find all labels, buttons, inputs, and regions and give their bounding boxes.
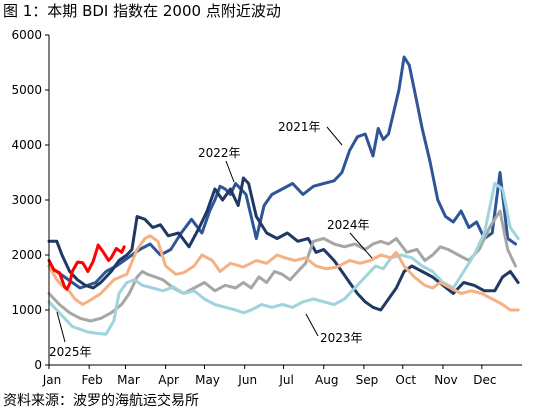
series-labels: 2025年 2024年 2023年 2022年 2021年 xyxy=(49,120,373,359)
x-tick-label: Nov xyxy=(434,373,457,387)
series-line-1 xyxy=(47,234,520,312)
x-tick-label: Jun xyxy=(237,373,257,387)
series-label: 2021年 xyxy=(278,120,321,134)
x-tick-label: Dec xyxy=(473,373,496,387)
x-tick-label: Jul xyxy=(278,373,293,387)
series-line-2 xyxy=(47,182,520,336)
series-label: 2025年 xyxy=(49,345,92,359)
y-tick-label: 4000 xyxy=(11,138,42,152)
source-note: 资料来源：波罗的海航运交易所 xyxy=(3,393,199,409)
series-line-5 xyxy=(47,55,517,290)
x-tick-label: Feb xyxy=(82,373,103,387)
x-tick-label: Mar xyxy=(117,373,140,387)
series-line-3 xyxy=(47,209,517,323)
series-line-4 xyxy=(47,176,520,312)
series-label: 2024年 xyxy=(327,218,370,232)
y-tick-label: 3000 xyxy=(11,193,42,207)
leader-line xyxy=(305,313,319,337)
y-tick-label: 5000 xyxy=(11,83,42,97)
series-lines xyxy=(47,55,520,336)
x-tick-label: Oct xyxy=(395,373,416,387)
y-tick-label: 2000 xyxy=(11,248,42,262)
x-tick-label: Aug xyxy=(315,373,338,387)
axes: 0 1000 2000 3000 4000 5000 6000 Jan Feb Mar Apr May… xyxy=(11,28,522,387)
chart-title: 图 1：本期 BDI 指数在 2000 点附近波动 xyxy=(3,2,281,20)
x-tick-label: May xyxy=(195,373,220,387)
series-line-0 xyxy=(47,243,126,291)
y-tick-label: 6000 xyxy=(11,28,42,42)
leader-line xyxy=(56,311,66,343)
series-label: 2022年 xyxy=(198,146,241,160)
leader-line xyxy=(326,126,343,146)
leader-line xyxy=(349,232,373,259)
series-label: 2023年 xyxy=(320,331,363,345)
leader-line xyxy=(225,160,235,183)
x-tick-label: Jan xyxy=(42,373,62,387)
y-tick-label: 0 xyxy=(34,358,42,372)
y-tick-label: 1000 xyxy=(11,303,42,317)
x-tick-label: Apr xyxy=(158,373,179,387)
x-tick-label: Sep xyxy=(356,373,379,387)
